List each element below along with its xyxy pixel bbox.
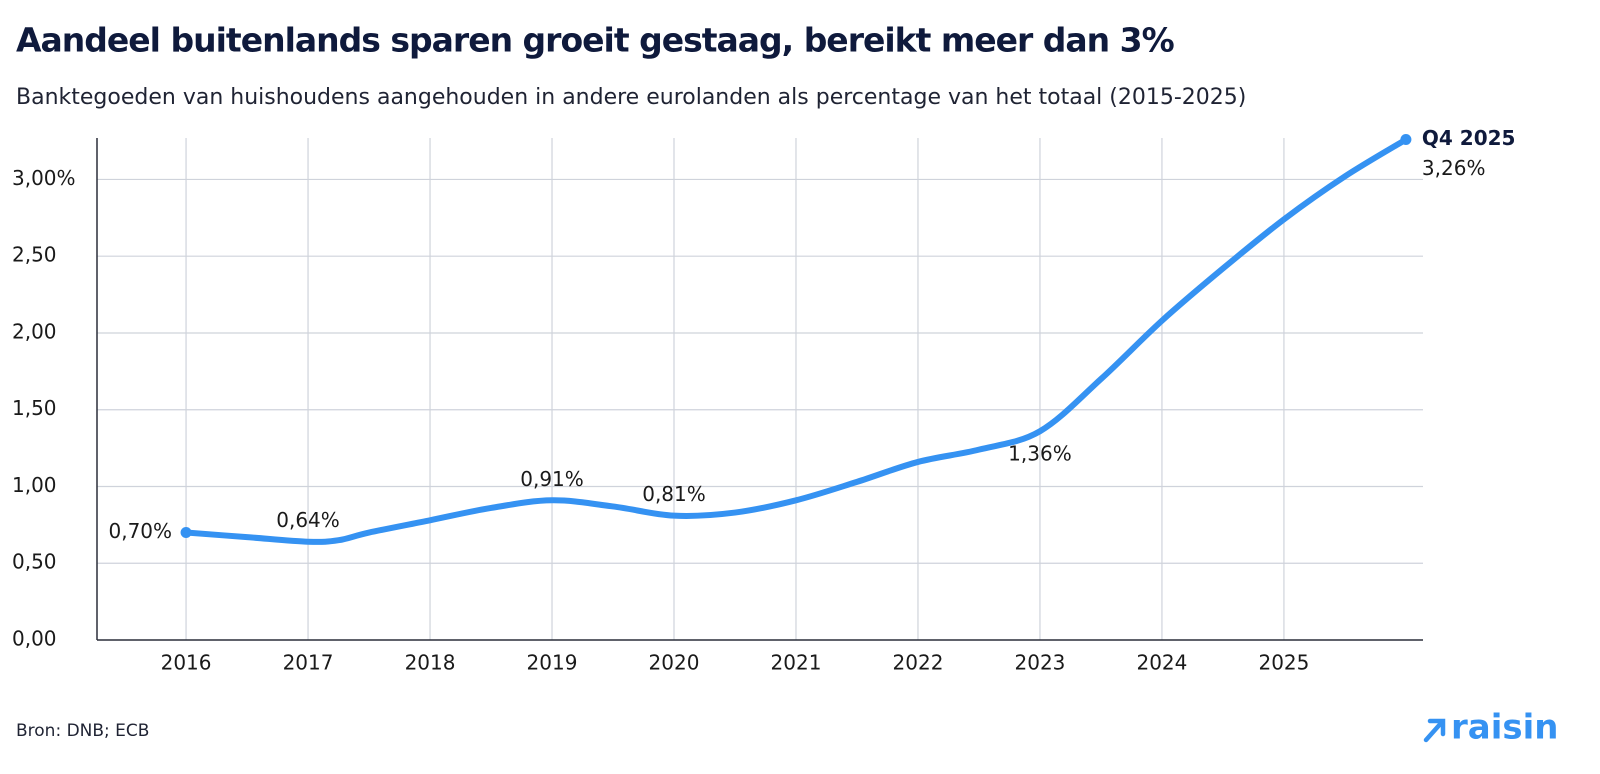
y-tick-label: 0,00 [12, 627, 57, 651]
endpoint [1400, 134, 1412, 146]
x-tick-label: 2020 [649, 651, 700, 675]
annotation: Q4 2025 [1422, 126, 1516, 150]
logo-arrow [1423, 718, 1446, 743]
data-label: 0,81% [642, 482, 706, 506]
data-label: 0,70% [109, 519, 173, 543]
x-tick-label: 2021 [771, 651, 822, 675]
chart-subtitle: Banktegoeden van huishoudens aangehouden… [16, 85, 1246, 110]
x-tick-label: 2022 [893, 651, 944, 675]
source: Bron: DNB; ECB [16, 721, 149, 741]
x-tick-label: 2016 [161, 651, 212, 675]
x-tick-label: 2018 [405, 651, 456, 675]
data-label: 3,26% [1422, 156, 1486, 180]
y-tick-label: 1,00 [12, 473, 57, 497]
y-tick-label: 2,00 [12, 319, 57, 343]
y-tick-label: 3,00% [12, 166, 76, 190]
x-tick-label: 2019 [527, 651, 578, 675]
y-tick-label: 1,50 [12, 396, 57, 420]
x-tick-label: 2025 [1258, 651, 1309, 675]
x-tick-label: 2017 [283, 651, 334, 675]
data-label: 0,91% [520, 467, 584, 491]
brand: raisin [1451, 708, 1558, 748]
data-label: 1,36% [1008, 442, 1072, 466]
y-tick-label: 0,50 [12, 550, 57, 574]
data-label: 0,64% [276, 508, 340, 532]
line [183, 136, 1409, 545]
y-tick-label: 2,50 [12, 243, 57, 267]
x-tick-label: 2024 [1136, 651, 1187, 675]
endpoint [180, 527, 192, 539]
logo: raisin [1423, 708, 1558, 748]
x-tick-label: 2023 [1015, 651, 1066, 675]
chart-title: Aandeel buitenlands sparen groeit gestaa… [16, 21, 1175, 60]
